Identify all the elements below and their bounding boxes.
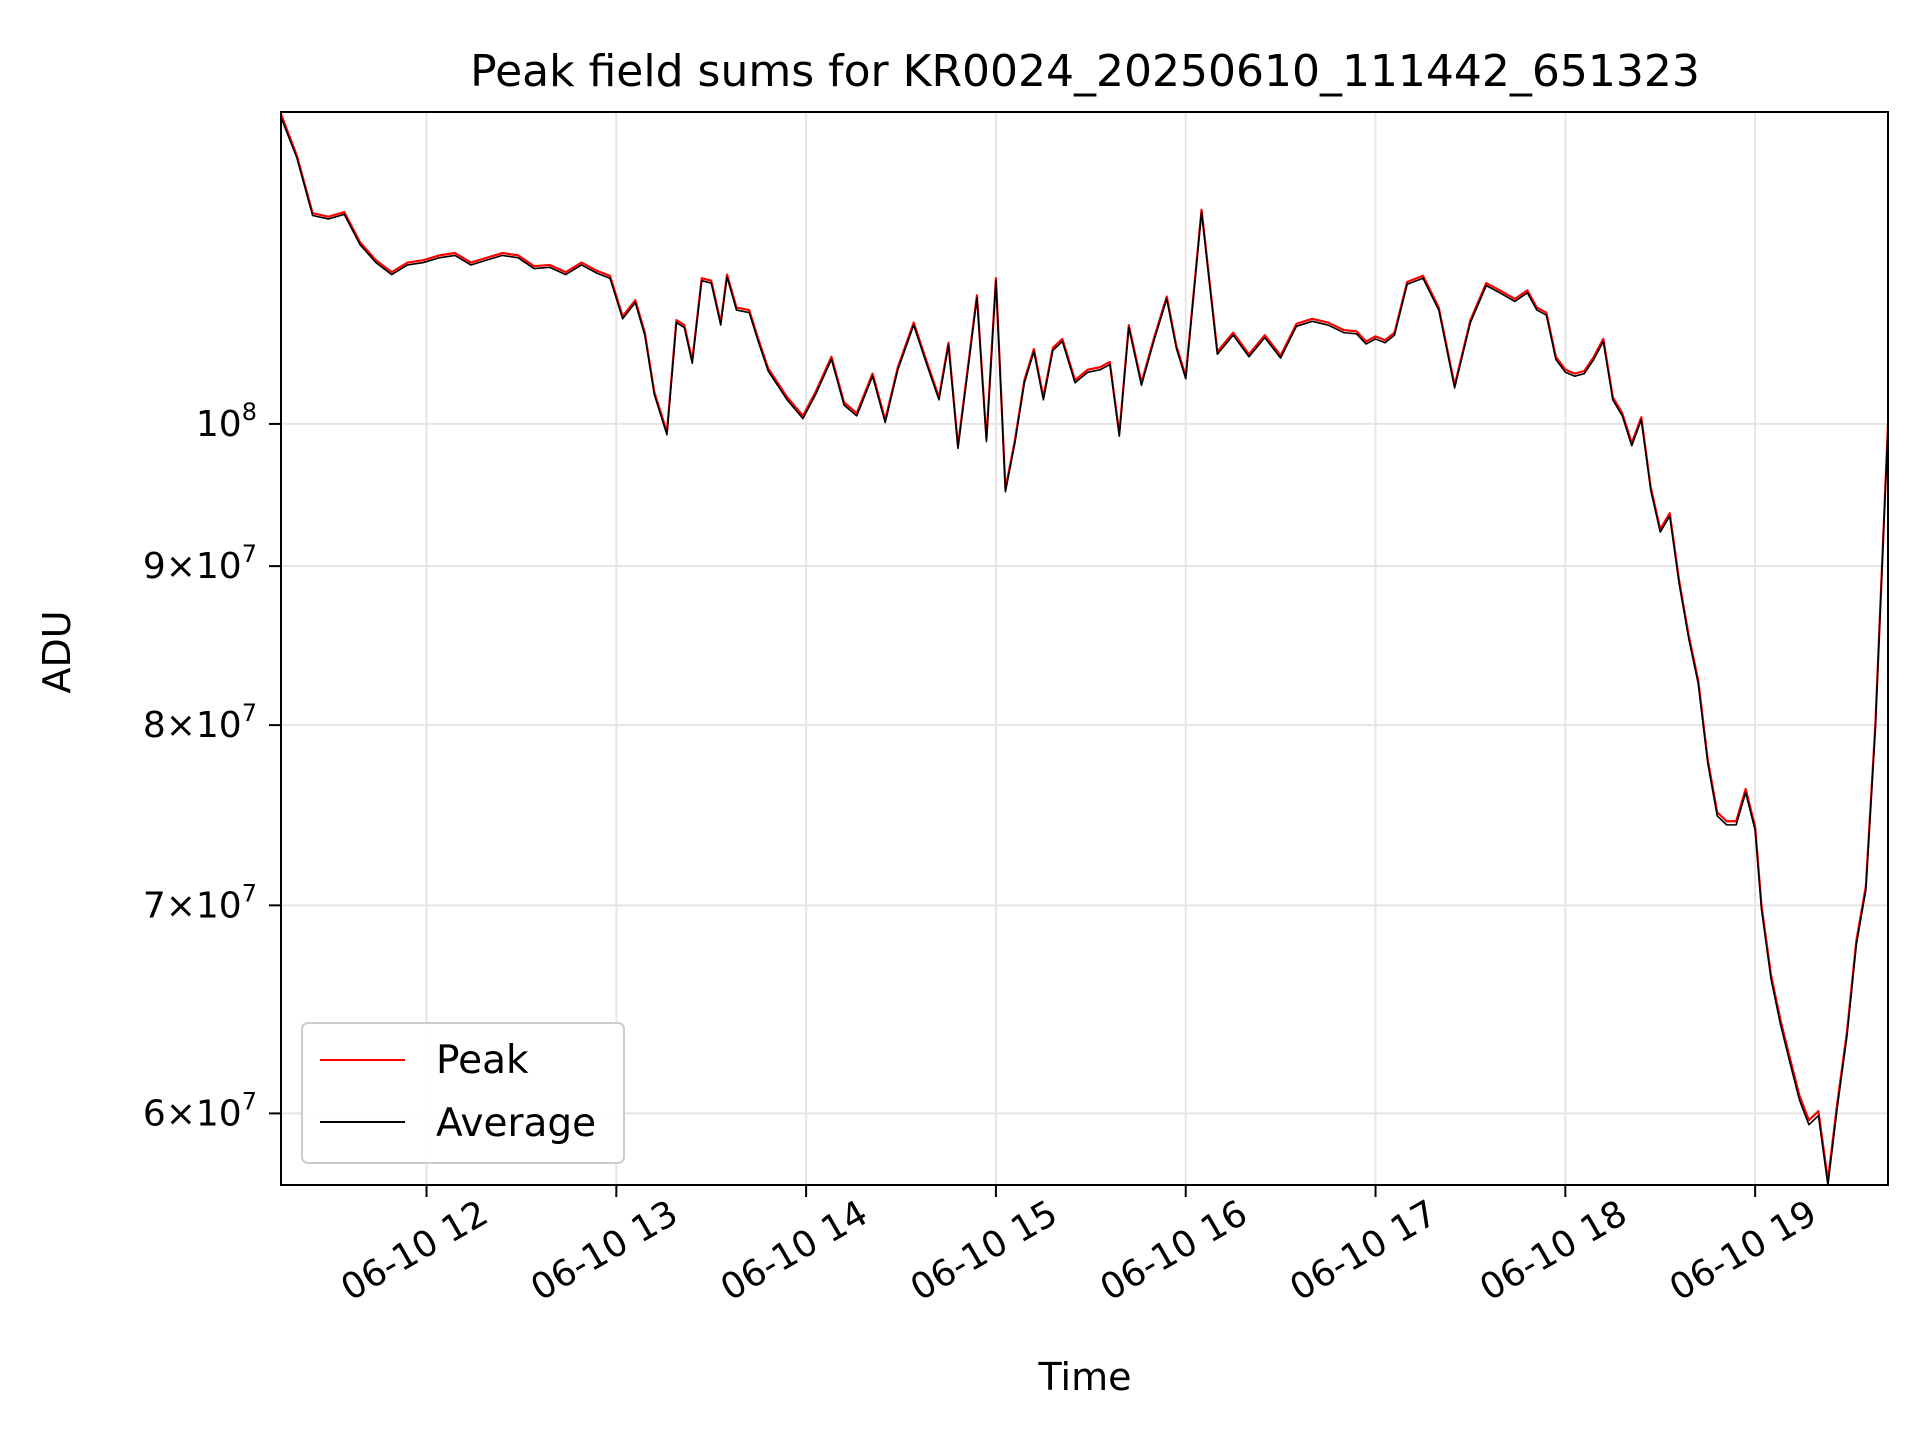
label-layer: Peak field sums for KR0024_20250610_1114… <box>35 46 1700 1399</box>
legend: Peak Average <box>301 1022 625 1164</box>
plot-frame <box>280 111 1889 1186</box>
y-tick-label: 108 <box>196 398 257 445</box>
legend-label-peak: Peak <box>436 1038 529 1083</box>
y-tick-label: 6×107 <box>143 1087 257 1134</box>
y-axis-label: ADU <box>35 610 79 693</box>
y-tick-label: 7×107 <box>143 879 257 926</box>
average-series-line <box>280 116 1889 1186</box>
chart-title: Peak field sums for KR0024_20250610_1114… <box>470 46 1700 97</box>
series-layer <box>279 113 1890 1186</box>
x-axis-label: Time <box>1038 1355 1132 1399</box>
y-tick-label: 8×107 <box>143 699 257 746</box>
grid-layer <box>281 112 1888 1185</box>
y-tick-label: 9×107 <box>143 540 257 587</box>
legend-box <box>301 1022 625 1164</box>
legend-label-average: Average <box>436 1101 596 1146</box>
